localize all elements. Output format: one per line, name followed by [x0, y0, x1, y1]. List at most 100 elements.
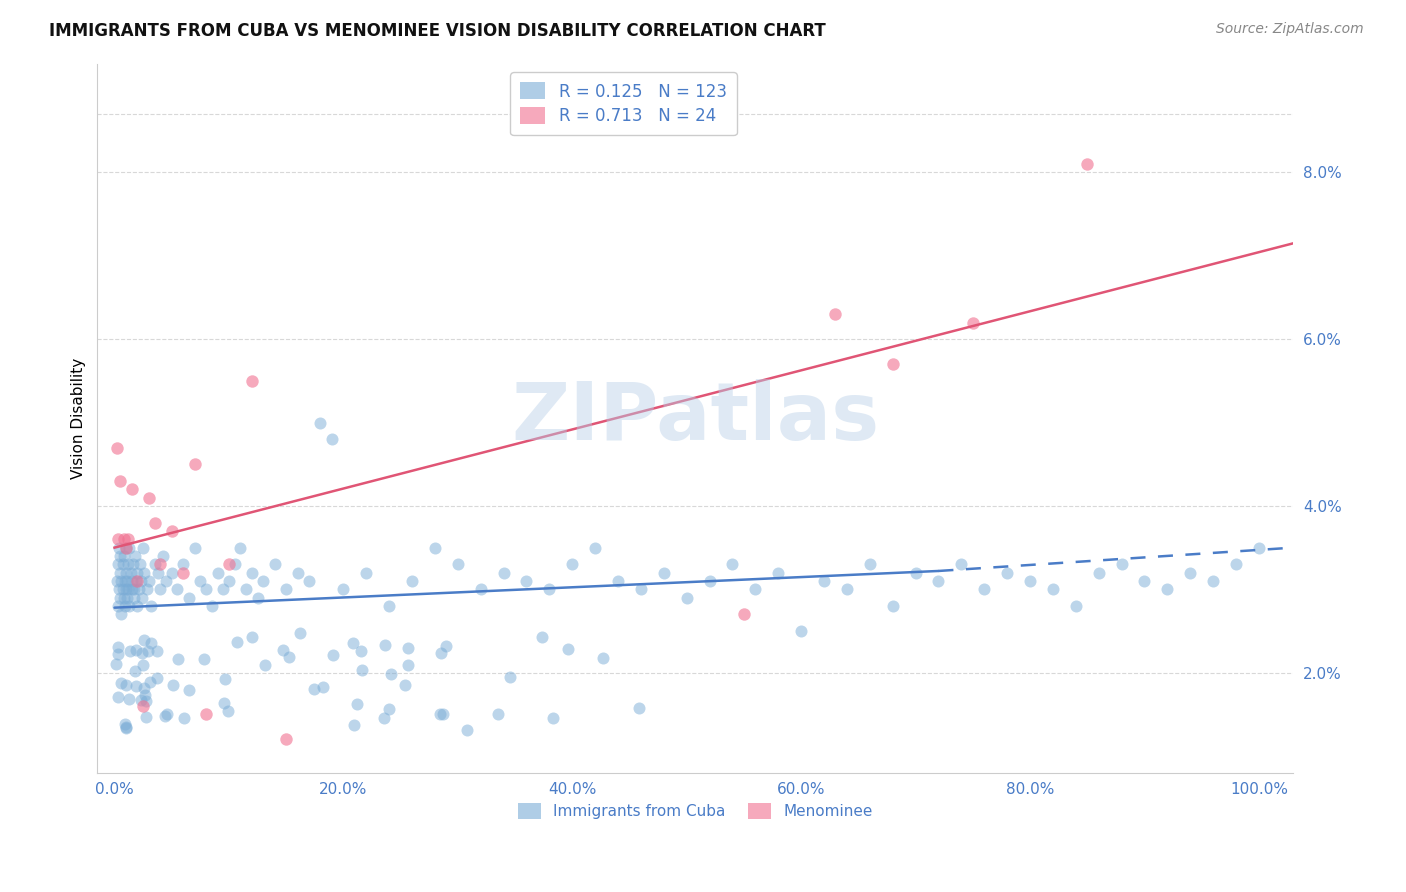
Point	[127, 599, 149, 613]
Point	[1087, 566, 1109, 580]
Point	[104, 657, 127, 671]
Point	[201, 599, 224, 613]
Point	[927, 574, 949, 588]
Point	[1225, 558, 1247, 572]
Point	[429, 707, 451, 722]
Point	[430, 646, 453, 660]
Point	[134, 566, 156, 580]
Point	[105, 574, 128, 588]
Point	[973, 582, 995, 597]
Point	[143, 558, 166, 572]
Point	[835, 582, 858, 597]
Point	[183, 457, 205, 471]
Point	[699, 574, 721, 588]
Point	[127, 566, 149, 580]
Point	[309, 416, 332, 430]
Point	[135, 694, 157, 708]
Point	[135, 710, 157, 724]
Point	[112, 591, 135, 605]
Point	[128, 558, 150, 572]
Point	[134, 681, 156, 696]
Point	[108, 541, 131, 555]
Point	[561, 558, 583, 572]
Point	[115, 582, 138, 597]
Point	[124, 549, 146, 563]
Point	[160, 566, 183, 580]
Point	[721, 558, 744, 572]
Point	[155, 574, 177, 588]
Point	[298, 574, 321, 588]
Point	[538, 582, 561, 597]
Point	[396, 641, 419, 656]
Point	[630, 582, 652, 597]
Point	[117, 582, 139, 597]
Point	[131, 591, 153, 605]
Point	[134, 689, 156, 703]
Point	[322, 648, 344, 662]
Point	[115, 541, 138, 555]
Point	[143, 516, 166, 530]
Point	[128, 582, 150, 597]
Point	[321, 432, 343, 446]
Point	[434, 640, 457, 654]
Point	[166, 582, 188, 597]
Point	[183, 541, 205, 555]
Point	[1064, 599, 1087, 613]
Point	[396, 657, 419, 672]
Point	[105, 441, 128, 455]
Point	[1202, 574, 1225, 588]
Point	[288, 626, 311, 640]
Point	[1133, 574, 1156, 588]
Text: ZIPatlas: ZIPatlas	[512, 379, 879, 458]
Point	[110, 474, 132, 488]
Legend: Immigrants from Cuba, Menominee: Immigrants from Cuba, Menominee	[512, 797, 879, 825]
Point	[110, 607, 132, 622]
Point	[373, 711, 395, 725]
Point	[1111, 558, 1133, 572]
Point	[125, 679, 148, 693]
Point	[995, 566, 1018, 580]
Point	[744, 582, 766, 597]
Point	[950, 558, 973, 572]
Point	[145, 671, 167, 685]
Point	[121, 574, 143, 588]
Point	[115, 541, 138, 555]
Point	[859, 558, 882, 572]
Point	[117, 533, 139, 547]
Point	[108, 582, 131, 597]
Point	[1019, 574, 1042, 588]
Point	[162, 678, 184, 692]
Point	[263, 558, 285, 572]
Point	[235, 582, 257, 597]
Point	[110, 549, 132, 563]
Point	[675, 591, 697, 605]
Point	[423, 541, 446, 555]
Point	[107, 533, 129, 547]
Point	[240, 374, 263, 388]
Point	[214, 697, 236, 711]
Point	[904, 566, 927, 580]
Point	[110, 566, 132, 580]
Point	[240, 630, 263, 644]
Point	[117, 558, 139, 572]
Point	[149, 582, 172, 597]
Point	[1247, 541, 1270, 555]
Point	[240, 566, 263, 580]
Point	[470, 582, 492, 597]
Point	[172, 558, 194, 572]
Point	[246, 591, 269, 605]
Point	[129, 574, 152, 588]
Point	[114, 599, 136, 613]
Point	[155, 707, 177, 722]
Text: IMMIGRANTS FROM CUBA VS MENOMINEE VISION DISABILITY CORRELATION CHART: IMMIGRANTS FROM CUBA VS MENOMINEE VISION…	[49, 22, 825, 40]
Point	[177, 682, 200, 697]
Point	[543, 711, 565, 725]
Point	[1180, 566, 1202, 580]
Point	[350, 644, 373, 658]
Point	[118, 599, 141, 613]
Point	[195, 707, 218, 722]
Point	[125, 574, 148, 588]
Point	[229, 541, 252, 555]
Point	[882, 599, 904, 613]
Point	[107, 690, 129, 704]
